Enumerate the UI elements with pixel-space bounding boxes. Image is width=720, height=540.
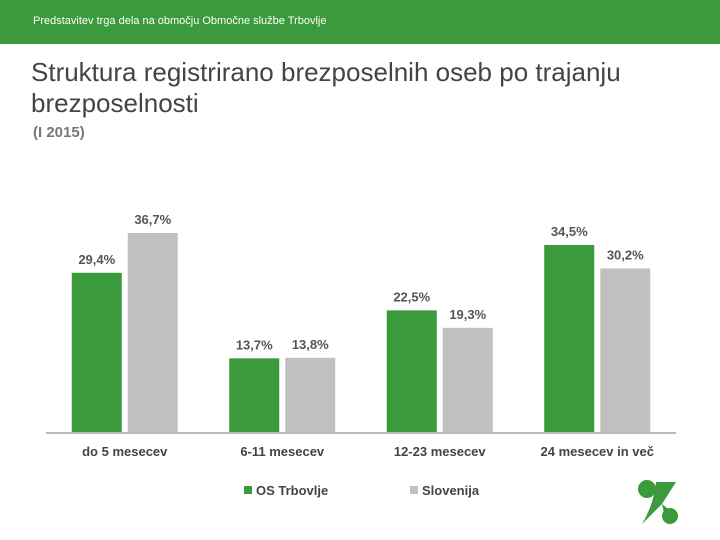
slide-title: Struktura registrirano brezposelnih oseb…: [31, 57, 621, 118]
header-text: Predstavitev trga dela na območju Območn…: [33, 15, 327, 27]
bar-slovenija: [600, 268, 651, 433]
bar-os-trbovlje: [544, 244, 595, 433]
category-label: 12-23 mesecev: [394, 444, 487, 459]
zavod-logo-icon: [638, 480, 678, 524]
bar-slovenija: [285, 357, 336, 433]
bar-os-trbovlje: [386, 310, 437, 433]
data-label: 36,7%: [134, 212, 171, 227]
legend-label: Slovenija: [422, 483, 480, 498]
data-label: 13,8%: [292, 337, 329, 352]
category-label: 24 mesecev in več: [541, 444, 654, 459]
data-label: 30,2%: [607, 247, 644, 262]
legend-label: OS Trbovlje: [256, 483, 328, 498]
bar-os-trbovlje: [229, 358, 280, 433]
data-label: 13,7%: [236, 337, 273, 352]
legend-swatch: [244, 486, 252, 494]
bar-slovenija: [127, 232, 178, 433]
data-label: 34,5%: [551, 224, 588, 239]
bar-slovenija: [442, 327, 493, 433]
data-label: 29,4%: [78, 252, 115, 267]
slide-subtitle: (I 2015): [33, 124, 85, 141]
bar-chart: 29,4% 36,7% do 5 mesecev 13,7% 13,8% 6-11 mes…: [46, 212, 676, 498]
header-bar: Predstavitev trga dela na območju Območn…: [0, 0, 720, 44]
legend-swatch: [410, 486, 418, 494]
data-label: 19,3%: [449, 307, 486, 322]
data-label: 22,5%: [393, 289, 430, 304]
bar-os-trbovlje: [71, 272, 122, 433]
category-label: 6-11 mesecev: [240, 444, 325, 459]
category-label: do 5 mesecev: [82, 444, 168, 459]
